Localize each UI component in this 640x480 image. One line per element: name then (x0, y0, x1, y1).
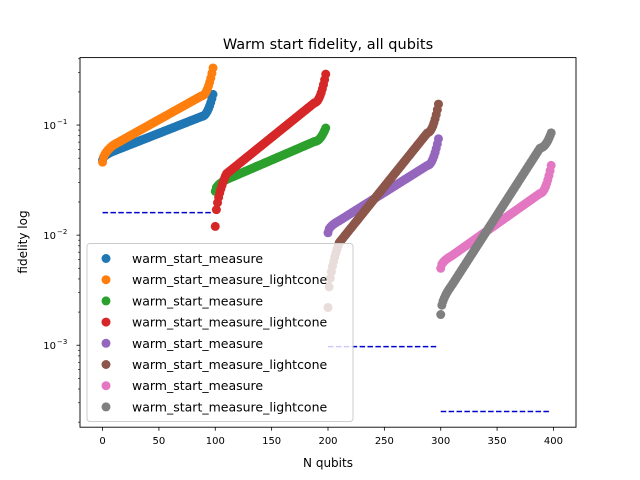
y-axis-label: fidelity log (16, 210, 30, 273)
series-8 (436, 128, 556, 320)
series-2 (98, 63, 218, 167)
legend-item: warm_start_measure (101, 293, 263, 308)
legend-item: warm_start_measure_lightcone (101, 357, 328, 372)
x-tick-label: 100 (206, 436, 225, 447)
legend-marker (101, 296, 111, 306)
x-tick-label: 300 (431, 436, 450, 447)
data-point (433, 134, 443, 144)
legend-marker (101, 317, 111, 327)
legend-item: warm_start_measure (101, 336, 263, 351)
legend-marker (101, 402, 111, 412)
chart-title: Warm start fidelity, all qubits (223, 37, 433, 53)
data-point (210, 221, 220, 231)
y-tick-label: 10 (43, 231, 56, 242)
y-tick-exponent: −3 (57, 338, 67, 346)
data-point (211, 205, 221, 215)
data-point (546, 160, 556, 170)
legend-label: warm_start_measure_lightcone (132, 399, 328, 414)
legend-box (86, 243, 354, 422)
series-6 (323, 99, 443, 313)
legend-label: warm_start_measure (132, 293, 263, 308)
y-tick-exponent: −1 (57, 118, 67, 126)
legend-marker (101, 360, 111, 369)
x-axis: 0 50 100 150 200 250 300 350 400 (99, 427, 563, 447)
legend-marker (101, 338, 111, 348)
x-tick-label: 200 (318, 436, 337, 447)
legend-label: warm_start_measure (132, 251, 263, 266)
legend-label: warm_start_measure_lightcone (132, 357, 328, 372)
plot-area (98, 63, 556, 413)
x-tick-label: 0 (99, 436, 105, 447)
x-axis-label: N qubits (303, 456, 353, 470)
legend-label: warm_start_measure_lightcone (132, 272, 328, 287)
y-tick-label: 10 (43, 341, 56, 352)
data-point (433, 99, 443, 109)
x-tick-label: 50 (153, 436, 166, 447)
series-4 (210, 69, 331, 231)
legend-marker (101, 275, 111, 285)
legend-label: warm_start_measure (132, 336, 263, 351)
data-point (546, 128, 556, 138)
legend-item: warm_start_measure_lightcone (101, 399, 328, 414)
y-tick-label: 10 (43, 121, 56, 132)
x-tick-label: 400 (544, 436, 563, 447)
data-point (321, 69, 331, 79)
legend-marker (101, 381, 111, 391)
data-point (321, 123, 331, 133)
legend-marker (101, 254, 111, 263)
legend-item: warm_start_measure (101, 378, 263, 393)
y-tick-exponent: −2 (57, 228, 67, 236)
data-point (436, 310, 446, 320)
legend-item: warm_start_measure (101, 251, 263, 266)
legend-item: warm_start_measure_lightcone (101, 315, 328, 330)
y-axis: 10−310−210−1 (43, 58, 80, 423)
x-tick-label: 150 (262, 436, 281, 447)
legend-label: warm_start_measure_lightcone (132, 315, 328, 330)
data-point (208, 63, 218, 73)
x-tick-label: 250 (375, 436, 394, 447)
legend-label: warm_start_measure (132, 378, 263, 393)
x-tick-label: 350 (488, 436, 507, 447)
legend-item: warm_start_measure_lightcone (101, 272, 328, 287)
data-point (208, 89, 218, 99)
legend: warm_start_measure warm_start_measure_lig… (86, 243, 354, 422)
